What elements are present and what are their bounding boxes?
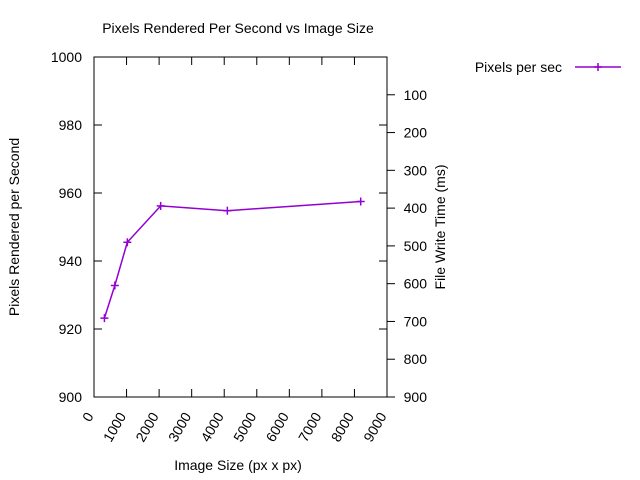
y2-tick-label: 600 — [404, 276, 428, 292]
y2-axis-label: File Write Time (ms) — [432, 165, 448, 290]
data-point — [100, 314, 109, 323]
y2-tick-label: 500 — [404, 238, 428, 254]
data-point — [223, 206, 232, 215]
data-point — [110, 281, 119, 290]
x-tick-label: 6000 — [262, 409, 292, 444]
y2-tick-label: 100 — [404, 87, 428, 103]
y-tick-label: 940 — [59, 253, 83, 269]
legend-label: Pixels per sec — [475, 59, 562, 75]
y-tick-label: 960 — [59, 185, 83, 201]
x-axis-label: Image Size (px x px) — [174, 457, 302, 473]
x-tick-label: 3000 — [165, 409, 195, 444]
legend: Pixels per sec — [475, 59, 621, 75]
y-axis-label: Pixels Rendered per Second — [6, 138, 22, 316]
x-tick-label: 0 — [79, 409, 97, 424]
y2-axis: 100 200 300 400 500 600 700 800 900 — [387, 87, 427, 405]
x-tick-label: 1000 — [100, 409, 130, 444]
y2-tick-label: 800 — [404, 351, 428, 367]
y2-tick-label: 400 — [404, 200, 428, 216]
y-tick-label: 920 — [59, 321, 83, 337]
plot-frame — [93, 56, 388, 398]
y-tick-label: 1000 — [51, 49, 82, 65]
x-tick-label: 4000 — [197, 409, 227, 444]
series-layer — [100, 197, 365, 323]
y2-tick-label: 900 — [404, 389, 428, 405]
data-point — [123, 238, 132, 247]
data-point — [356, 197, 365, 206]
y-tick-label: 900 — [59, 389, 83, 405]
plot-area — [93, 56, 388, 398]
x-tick-label: 2000 — [132, 409, 162, 444]
x-tick-label: 7000 — [295, 409, 325, 444]
y2-tick-label: 200 — [404, 125, 428, 141]
x-tick-label: 8000 — [328, 409, 358, 444]
y-axis: 900 920 940 960 980 1000 — [51, 49, 387, 405]
y2-tick-label: 700 — [404, 313, 428, 329]
x-tick-label: 9000 — [360, 409, 390, 444]
y-tick-label: 980 — [59, 117, 83, 133]
chart-title: Pixels Rendered Per Second vs Image Size — [102, 20, 374, 36]
x-tick-label: 5000 — [230, 409, 260, 444]
y2-tick-label: 300 — [404, 162, 428, 178]
data-point — [156, 201, 165, 210]
series-line — [103, 200, 361, 319]
